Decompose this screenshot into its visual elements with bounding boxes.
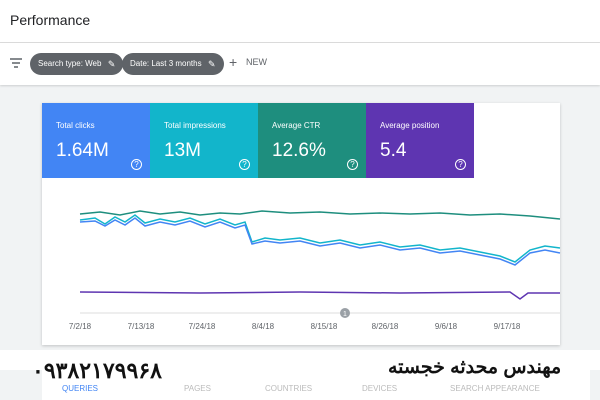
page-title: Performance <box>10 12 91 28</box>
impressions-line <box>79 214 561 263</box>
help-icon: ? <box>131 159 142 170</box>
x-tick-label: 7/2/18 <box>68 322 92 331</box>
card[interactable]: Average position 5.4? <box>366 103 474 178</box>
help-icon: ? <box>347 159 358 170</box>
card-value: 12.6% <box>272 140 326 161</box>
card-value: 5.4 <box>380 140 407 161</box>
header <box>0 0 600 43</box>
card-label: Average position <box>380 121 440 130</box>
help-icon: ? <box>455 159 466 170</box>
filter-chip[interactable]: Search type: Web <box>30 53 124 75</box>
card[interactable]: Total impressions 13M? <box>150 103 258 178</box>
tab[interactable]: DEVICES <box>362 384 398 393</box>
tab[interactable]: PAGES <box>184 384 211 393</box>
new-button[interactable]: NEW <box>246 57 267 67</box>
card-label: Total impressions <box>164 121 226 130</box>
annotation-label: 1 <box>343 311 347 318</box>
card-label: Total clicks <box>56 121 95 130</box>
filter-chip[interactable]: Date: Last 3 months <box>122 53 224 75</box>
x-tick-label: 8/15/18 <box>310 322 338 331</box>
ctr-line <box>79 210 561 220</box>
card-value: 1.64M <box>56 140 109 161</box>
help-icon: ? <box>239 159 250 170</box>
card[interactable]: Average CTR 12.6%? <box>258 103 366 178</box>
filter-icon[interactable] <box>10 58 22 68</box>
card-label: Average CTR <box>272 121 321 130</box>
card[interactable]: Total clicks 1.64M? <box>42 103 150 178</box>
tab[interactable]: QUERIES <box>62 384 99 393</box>
x-tick-label: 9/17/18 <box>493 322 521 331</box>
x-tick-label: 8/26/18 <box>371 322 399 331</box>
x-tick-label: 7/13/18 <box>127 322 155 331</box>
plus-icon[interactable]: + <box>229 54 238 70</box>
card-value: 13M <box>164 140 201 161</box>
x-tick-label: 7/24/18 <box>188 322 216 331</box>
watermark-phone: ۰۹۳۸۲۱۷۹۹۶۸ <box>32 358 162 383</box>
clicks-line <box>79 217 561 266</box>
watermark-background <box>0 350 600 370</box>
tab[interactable]: SEARCH APPEARANCE <box>450 384 540 393</box>
position-line <box>79 291 560 300</box>
x-tick-label: 8/4/18 <box>251 322 275 331</box>
annotation-marker[interactable] <box>340 308 350 318</box>
x-tick-label: 9/6/18 <box>434 322 458 331</box>
tab[interactable]: COUNTRIES <box>265 384 313 393</box>
tab-bar <box>42 368 590 400</box>
watermark-name: مهندس محدثه خجسته <box>388 357 562 378</box>
